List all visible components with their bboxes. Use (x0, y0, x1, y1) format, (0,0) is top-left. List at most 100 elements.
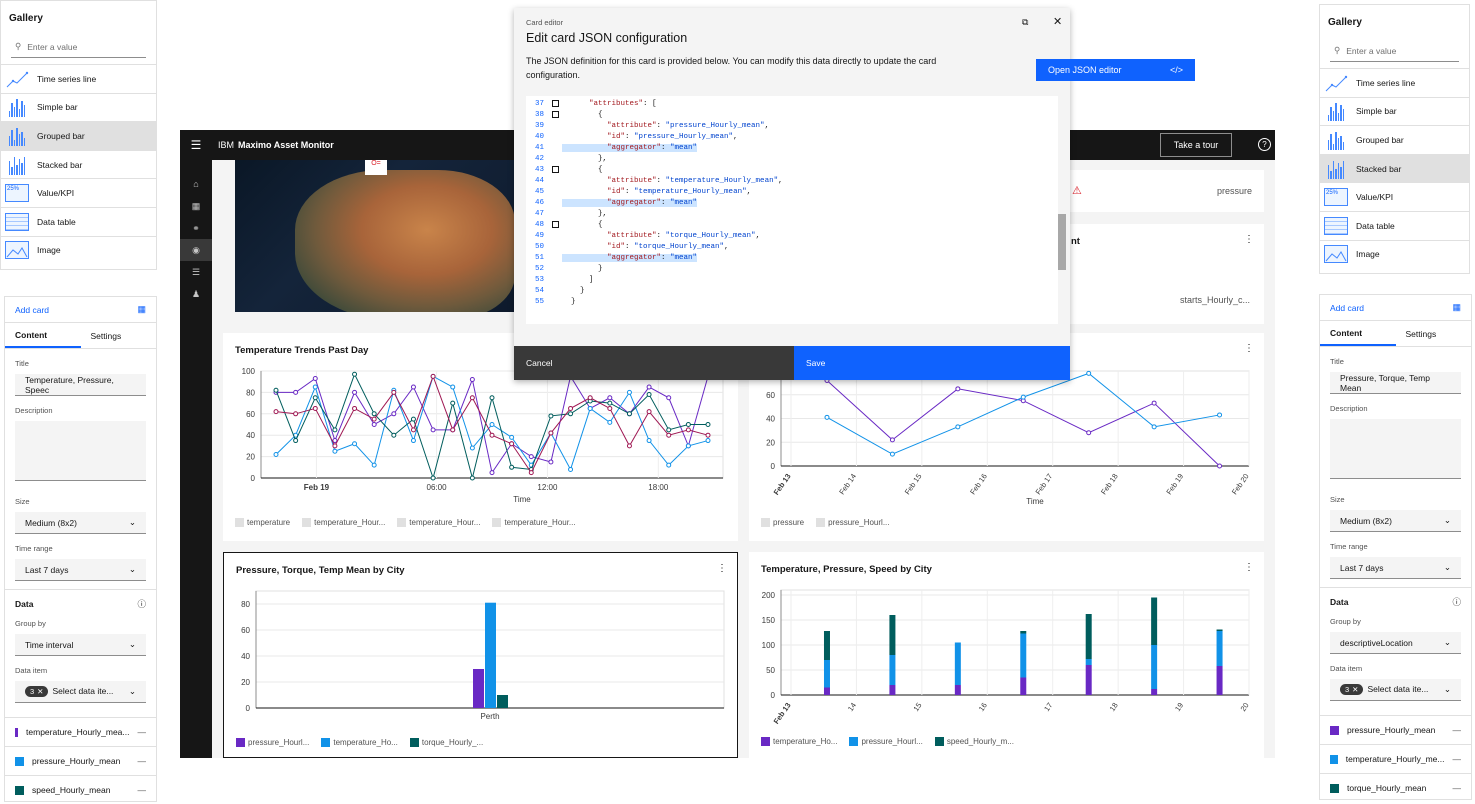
code-line[interactable]: 55 } (526, 296, 1066, 307)
open-json-editor-button[interactable]: Open JSON editor </> (1036, 59, 1195, 81)
legend-item[interactable]: temperature_Hour... (397, 518, 480, 527)
color-swatch[interactable] (15, 727, 19, 737)
hamburger-menu-icon[interactable]: ☰ (190, 138, 202, 152)
map-marker-icon[interactable]: O= (365, 160, 387, 175)
json-code-editor[interactable]: 37 "attributes": [38 {39 "attribute": "p… (526, 96, 1066, 324)
legend-item[interactable]: pressure (761, 518, 804, 527)
legend-item[interactable]: pressure_Hourl... (816, 518, 889, 527)
tab-content[interactable]: Content (5, 323, 81, 348)
cancel-button[interactable]: Cancel (514, 346, 794, 380)
legend-item[interactable]: temperature (235, 518, 290, 527)
nav-dashboard-icon[interactable]: ▦ (191, 200, 201, 211)
remove-icon[interactable]: — (1452, 754, 1462, 764)
save-button[interactable]: Save (794, 346, 1070, 380)
color-swatch[interactable] (1330, 725, 1339, 735)
nav-rules-icon[interactable]: ☰ (191, 266, 201, 277)
grid-icon[interactable]: ▦ (1452, 302, 1461, 312)
nav-monitor-icon[interactable]: ◉ (180, 239, 212, 261)
code-line[interactable]: 53 ] (526, 274, 1066, 285)
legend-item[interactable]: temperature_Hour... (302, 518, 385, 527)
color-swatch[interactable] (15, 756, 24, 766)
legend-item[interactable]: temperature_Ho... (761, 737, 837, 746)
gallery-item-data-table[interactable]: Data table (1320, 210, 1469, 240)
code-line[interactable]: 38 { (526, 109, 1066, 120)
gallery-item-time-series-line[interactable]: Time series line (1, 64, 156, 93)
gallery-item-grouped-bar[interactable]: Grouped bar (1, 121, 156, 150)
legend-item[interactable]: torque_Hourly_... (409, 738, 483, 747)
data-item-select[interactable]: 3 ✕ Select data ite... ⌄ (15, 681, 146, 703)
group-by-select[interactable]: descriptiveLocation ⌄ (1330, 632, 1461, 654)
grid-icon[interactable]: ▦ (137, 304, 146, 314)
overflow-menu-icon[interactable]: ⋮ (1244, 343, 1254, 354)
map-card[interactable]: O= (235, 160, 515, 312)
gallery-item-value-kpi[interactable]: 25% Value/KPI (1, 178, 156, 207)
code-line[interactable]: 45 "id": "temperature_Hourly_mean", (526, 186, 1066, 197)
add-card-link[interactable]: Add card (1330, 302, 1365, 313)
selected-count-tag[interactable]: 3 ✕ (25, 686, 49, 697)
legend-item[interactable]: temperature_Ho... (321, 738, 398, 747)
gallery-item-image[interactable]: Image (1320, 239, 1469, 269)
scrollbar-thumb[interactable] (1058, 214, 1066, 270)
code-line[interactable]: 51 "aggregator": "mean" (526, 252, 1066, 263)
nav-devices-icon[interactable]: ⚭ (192, 222, 200, 233)
code-line[interactable]: 37 "attributes": [ (526, 98, 1066, 109)
remove-icon[interactable]: — (137, 756, 147, 766)
expand-icon[interactable]: ⧉ (1022, 17, 1029, 27)
temperature-pressure-speed-card[interactable]: Temperature, Pressure, Speed by City ⋮ 0… (749, 552, 1264, 758)
title-input[interactable]: Pressure, Torque, Temp Mean (1330, 372, 1461, 394)
code-line[interactable]: 42 }, (526, 153, 1066, 164)
fold-toggle-icon[interactable] (548, 221, 562, 228)
legend-item[interactable]: speed_Hourly_m... (934, 737, 1014, 746)
title-input[interactable]: Temperature, Pressure, Speec (15, 374, 146, 396)
code-line[interactable]: 54 } (526, 285, 1066, 296)
gallery-item-value-kpi[interactable]: 25% Value/KPI (1320, 182, 1469, 211)
gallery-item-image[interactable]: Image (1, 235, 156, 265)
fold-toggle-icon[interactable] (548, 111, 562, 118)
description-input[interactable] (1330, 419, 1461, 479)
group-by-select[interactable]: Time interval ⌄ (15, 634, 146, 656)
remove-icon[interactable]: — (137, 727, 147, 737)
take-a-tour-button[interactable]: Take a tour (1160, 133, 1232, 157)
tab-content[interactable]: Content (1320, 321, 1396, 346)
gallery-item-stacked-bar[interactable]: Stacked bar (1320, 153, 1469, 183)
color-swatch[interactable] (1330, 783, 1339, 793)
time-range-select[interactable]: Last 7 days ⌄ (15, 559, 146, 581)
tab-settings[interactable]: Settings (1405, 328, 1437, 339)
fold-toggle-icon[interactable] (548, 100, 562, 107)
selected-count-tag[interactable]: 3 ✕ (1340, 684, 1364, 695)
code-line[interactable]: 50 "id": "torque_Hourly_mean", (526, 241, 1066, 252)
gallery-item-simple-bar[interactable]: Simple bar (1, 92, 156, 122)
nav-users-icon[interactable]: ♟ (191, 288, 201, 299)
help-icon[interactable]: ? (1258, 138, 1271, 151)
remove-icon[interactable]: — (137, 785, 147, 795)
code-line[interactable]: 39 "attribute": "pressure_Hourly_mean", (526, 120, 1066, 131)
gallery-item-simple-bar[interactable]: Simple bar (1320, 96, 1469, 126)
code-line[interactable]: 43 { (526, 164, 1066, 175)
size-select[interactable]: Medium (8x2) ⌄ (1330, 510, 1461, 532)
gallery-search-input[interactable]: ⚲ Enter a value (1330, 40, 1459, 62)
size-select[interactable]: Medium (8x2) ⌄ (15, 512, 146, 534)
tab-settings[interactable]: Settings (90, 330, 122, 341)
gallery-search-input[interactable]: ⚲ Enter a value (11, 36, 146, 58)
code-line[interactable]: 40 "id": "pressure_Hourly_mean", (526, 131, 1066, 142)
code-line[interactable]: 48 { (526, 219, 1066, 230)
nav-home-icon[interactable]: ⌂ (193, 179, 199, 189)
remove-icon[interactable]: — (1452, 783, 1462, 793)
add-card-link[interactable]: Add card (15, 304, 50, 315)
legend-item[interactable]: pressure_Hourl... (236, 738, 309, 747)
time-range-select[interactable]: Last 7 days ⌄ (1330, 557, 1461, 579)
legend-item[interactable]: pressure_Hourl... (849, 737, 923, 746)
code-line[interactable]: 52 } (526, 263, 1066, 274)
code-line[interactable]: 44 "attribute": "temperature_Hourly_mean… (526, 175, 1066, 186)
pressure-torque-temp-card[interactable]: Pressure, Torque, Temp Mean by City ⋮ 0 2… (223, 552, 738, 758)
overflow-menu-icon[interactable]: ⋮ (1244, 562, 1254, 573)
code-line[interactable]: 49 "attribute": "torque_Hourly_mean", (526, 230, 1066, 241)
scrollbar[interactable] (1058, 96, 1066, 324)
code-line[interactable]: 41 "aggregator": "mean" (526, 142, 1066, 153)
fold-toggle-icon[interactable] (548, 166, 562, 173)
code-line[interactable]: 47 }, (526, 208, 1066, 219)
overflow-menu-icon[interactable]: ⋮ (717, 563, 727, 574)
gallery-item-stacked-bar[interactable]: Stacked bar (1, 149, 156, 179)
close-icon[interactable]: ✕ (1053, 16, 1063, 28)
code-line[interactable]: 46 "aggregator": "mean" (526, 197, 1066, 208)
